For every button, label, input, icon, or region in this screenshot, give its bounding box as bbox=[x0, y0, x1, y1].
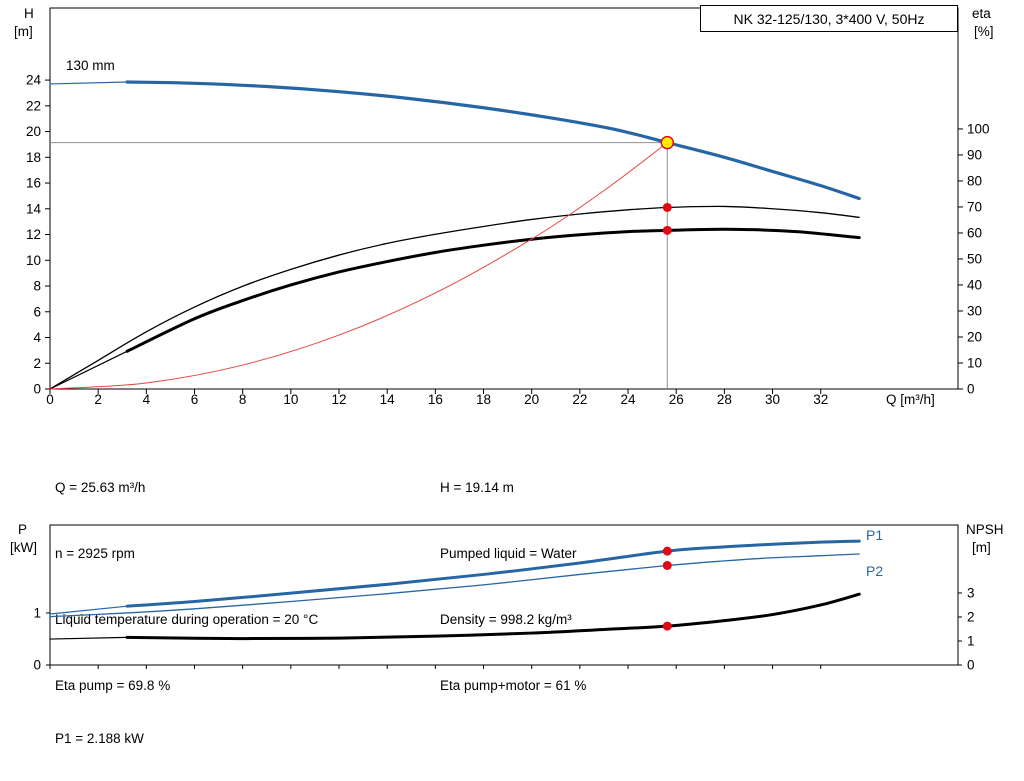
head-curve-leadin bbox=[49, 81, 128, 85]
p-axis-title: P bbox=[18, 522, 27, 537]
system-curve bbox=[49, 142, 668, 390]
operating-point-marker bbox=[662, 225, 672, 235]
operating-point-marker bbox=[662, 202, 672, 212]
y-right-tick-label: 10 bbox=[967, 355, 982, 370]
x-tick-label: 22 bbox=[572, 392, 587, 407]
npsh-axis-title: NPSH bbox=[966, 522, 1004, 537]
p1-leadin bbox=[49, 605, 128, 615]
x-tick-label: 10 bbox=[283, 392, 298, 407]
operating-point-marker bbox=[662, 621, 672, 631]
p1-value: P1 = 2.188 kW bbox=[55, 731, 144, 746]
y-right-tick-label: 30 bbox=[967, 303, 982, 318]
h-axis-title: H bbox=[24, 6, 34, 21]
power-npsh-chart[interactable]: P [kW] NPSH [m] P1 P2 0 1 0 1 2 3 bbox=[0, 520, 1024, 680]
p1-curve-label: P1 bbox=[866, 527, 883, 543]
q-axis-label: Q [m³/h] bbox=[886, 392, 935, 407]
x-tick-label: 6 bbox=[191, 392, 199, 407]
p1-curve bbox=[125, 539, 861, 608]
power-plot-frame bbox=[49, 524, 959, 666]
y-right-tick-label: 60 bbox=[967, 225, 982, 240]
y-left-tick-label: 2 bbox=[33, 356, 41, 371]
p2-curve bbox=[49, 553, 860, 618]
power-data-block: P1 = 2.188 kW P2 = 1.912 kW NPSH = 1.62 … bbox=[55, 679, 363, 781]
y-right-tick-label: 20 bbox=[967, 329, 982, 344]
operating-data-left: Q = 25.63 m³/h n = 2925 rpm Liquid tempe… bbox=[55, 433, 318, 741]
y-left-tick-label: 16 bbox=[26, 176, 41, 191]
y-left-tick-label: 18 bbox=[26, 150, 41, 165]
y-left-tick-label: 12 bbox=[26, 227, 41, 242]
x-tick-label: 14 bbox=[380, 392, 396, 407]
duty-point[interactable] bbox=[660, 135, 674, 150]
x-tick-label: 2 bbox=[94, 392, 102, 407]
x-tick-label: 18 bbox=[476, 392, 491, 407]
y-left-tick-label: 14 bbox=[26, 201, 42, 216]
eta-pump-motor-leadin bbox=[49, 350, 128, 390]
x-tick-label: 20 bbox=[524, 392, 539, 407]
y-right-tick-label: 0 bbox=[967, 658, 975, 673]
y-right-tick-label: 1 bbox=[967, 633, 975, 648]
y-right-tick-label: 80 bbox=[967, 173, 982, 188]
eta-pump-curve bbox=[49, 205, 860, 390]
operating-point-marker bbox=[662, 560, 672, 570]
power-plot-area: 0 1 0 1 2 3 bbox=[33, 524, 975, 673]
density-value: Density = 998.2 kg/m³ bbox=[440, 612, 572, 627]
y-left-tick-label: 1 bbox=[33, 605, 41, 620]
x-tick-label: 16 bbox=[428, 392, 443, 407]
x-tick-label: 8 bbox=[239, 392, 247, 407]
operating-point-marker bbox=[662, 546, 672, 556]
head-value: H = 19.14 m bbox=[440, 480, 514, 495]
npsh-curve bbox=[125, 592, 861, 641]
liquid-temperature-value: Liquid temperature during operation = 20… bbox=[55, 612, 319, 627]
x-tick-label: 0 bbox=[46, 392, 54, 407]
y-left-tick-label: 6 bbox=[33, 304, 41, 319]
y-left-tick-label: 24 bbox=[26, 73, 42, 88]
y-left-tick-label: 8 bbox=[33, 279, 41, 294]
y-right-tick-label: 100 bbox=[967, 121, 990, 136]
qh-eta-chart[interactable]: H [m] eta [%] Q [m³/h] 130 mm 0 2 4 6 8 10 12 1… bbox=[0, 0, 1024, 420]
head-curve bbox=[125, 80, 861, 201]
eta-pump-value: Eta pump = 69.8 % bbox=[55, 678, 171, 693]
speed-value: n = 2925 rpm bbox=[55, 546, 135, 561]
y-left-tick-label: 20 bbox=[26, 124, 41, 139]
x-tick-label: 26 bbox=[669, 392, 684, 407]
y-right-tick-label: 3 bbox=[967, 585, 975, 600]
x-tick-label: 30 bbox=[765, 392, 780, 407]
p-axis-unit: [kW] bbox=[10, 540, 37, 555]
eta-axis-title: eta bbox=[972, 6, 991, 21]
pump-title-box: NK 32-125/130, 3*400 V, 50Hz bbox=[700, 5, 958, 32]
npsh-leadin bbox=[49, 636, 128, 640]
operating-data-right: H = 19.14 m Pumped liquid = Water Densit… bbox=[440, 433, 586, 741]
h-axis-unit: [m] bbox=[14, 24, 33, 39]
y-right-tick-label: 0 bbox=[967, 382, 975, 397]
y-right-tick-label: 90 bbox=[967, 147, 982, 162]
y-right-tick-label: 70 bbox=[967, 199, 982, 214]
qh-plot-area: 0 2 4 6 8 10 12 14 16 18 20 22 24 26 28 30 3202468101214… bbox=[26, 7, 990, 407]
y-left-tick-label: 10 bbox=[26, 253, 41, 268]
x-tick-label: 32 bbox=[813, 392, 828, 407]
x-tick-label: 24 bbox=[621, 392, 637, 407]
qh-plot-frame bbox=[49, 7, 959, 390]
pump-title: NK 32-125/130, 3*400 V, 50Hz bbox=[733, 10, 925, 27]
y-right-tick-label: 50 bbox=[967, 251, 982, 266]
y-left-tick-label: 0 bbox=[33, 658, 41, 673]
y-left-tick-label: 0 bbox=[33, 382, 41, 397]
p2-curve-label: P2 bbox=[866, 563, 883, 579]
flow-value: Q = 25.63 m³/h bbox=[55, 480, 146, 495]
x-tick-label: 12 bbox=[332, 392, 347, 407]
eta-pump-motor-value: Eta pump+motor = 61 % bbox=[440, 678, 587, 693]
eta-pump-motor-curve bbox=[125, 227, 861, 353]
x-tick-label: 28 bbox=[717, 392, 732, 407]
npsh-axis-unit: [m] bbox=[972, 540, 991, 555]
eta-axis-unit: [%] bbox=[974, 24, 994, 39]
y-right-tick-label: 2 bbox=[967, 609, 975, 624]
y-left-tick-label: 22 bbox=[26, 98, 41, 113]
y-right-tick-label: 40 bbox=[967, 277, 982, 292]
impeller-diameter-label: 130 mm bbox=[66, 58, 115, 73]
y-left-tick-label: 4 bbox=[33, 330, 41, 345]
pumped-liquid-value: Pumped liquid = Water bbox=[440, 546, 577, 561]
x-tick-label: 4 bbox=[143, 392, 151, 407]
